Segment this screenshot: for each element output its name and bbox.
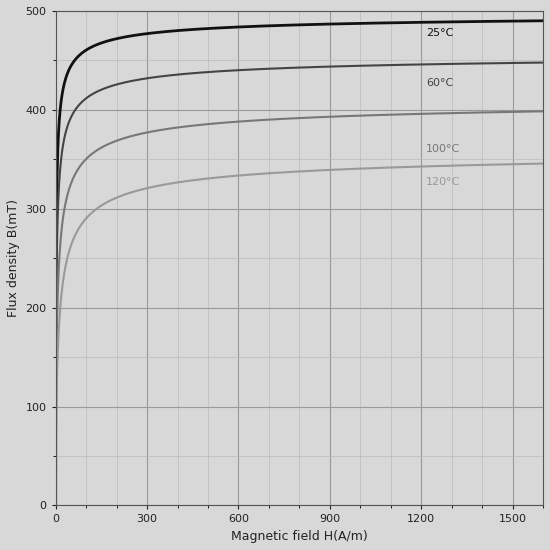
Text: 120°C: 120°C <box>426 177 460 186</box>
Text: 100°C: 100°C <box>426 145 460 155</box>
X-axis label: Magnetic field H(A/m): Magnetic field H(A/m) <box>231 530 368 543</box>
Text: 25°C: 25°C <box>426 28 453 38</box>
Y-axis label: Flux density B(mT): Flux density B(mT) <box>7 199 20 317</box>
Text: 60°C: 60°C <box>426 78 453 87</box>
